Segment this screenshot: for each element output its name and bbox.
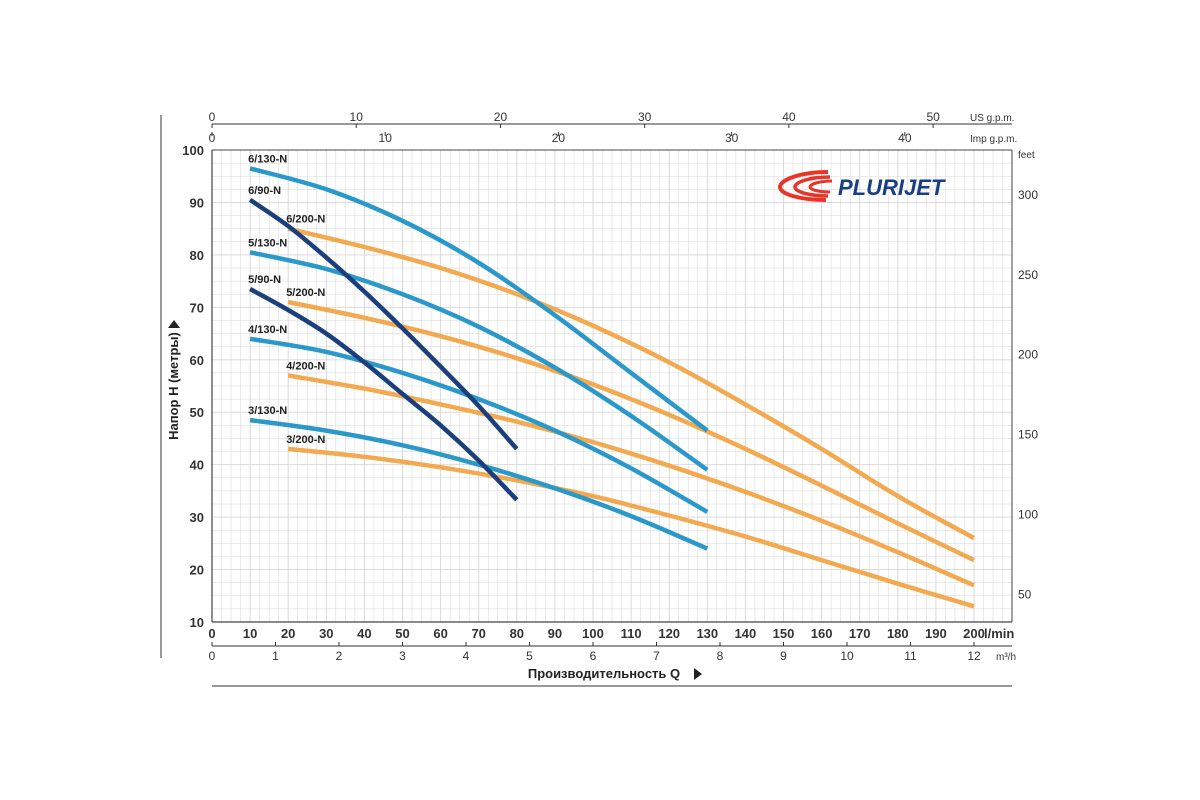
x-unit-label: l/min xyxy=(984,626,1014,641)
y-tick-label: 20 xyxy=(190,563,204,578)
x-tick-label: 180 xyxy=(887,626,909,641)
y-tick-label: 70 xyxy=(190,300,204,315)
x-tick-label: 110 xyxy=(621,626,642,641)
m3h-tick-label: 11 xyxy=(904,649,917,663)
series-line-4-130-n xyxy=(249,336,709,514)
x-axis-label: Производительность Q xyxy=(528,666,680,681)
imp-gpm-tick-label: 0 xyxy=(209,131,216,145)
x-tick-label: 170 xyxy=(849,626,871,641)
x-tick-label: 10 xyxy=(243,626,257,641)
x-tick-label: 120 xyxy=(658,626,680,641)
series-line-5-200-n xyxy=(287,299,975,563)
series-line-3-130-n xyxy=(249,417,709,551)
imp-gpm-unit-label: Imp g.p.m. xyxy=(970,134,1017,145)
m3h-tick-label: 0 xyxy=(209,649,216,663)
series-label: 6/200-N xyxy=(286,214,325,226)
grid xyxy=(211,149,1012,623)
imp-gpm-tick-label: 20 xyxy=(552,131,566,145)
x-tick-label: 70 xyxy=(471,626,485,641)
feet-tick-label: 50 xyxy=(1018,588,1032,602)
x-tick-label: 60 xyxy=(433,626,447,641)
feet-tick-label: 200 xyxy=(1018,348,1038,362)
x-tick-label: 200 xyxy=(963,626,985,641)
swoosh-icon xyxy=(777,170,833,202)
y-tick-label: 60 xyxy=(190,353,204,368)
m3h-tick-label: 7 xyxy=(653,649,660,663)
axes: 0 10 20 30 40 50 60 70 80 90 100 110 120 130 140 150 160… xyxy=(182,110,1038,663)
series-label: 6/130-N xyxy=(248,153,287,165)
series-line-6-200-n xyxy=(287,226,976,541)
m3h-tick-label: 4 xyxy=(463,649,470,663)
series-label: 3/130-N xyxy=(248,405,287,417)
feet-tick-label: 250 xyxy=(1018,268,1038,282)
y-tick-label: 40 xyxy=(190,458,204,473)
m3h-tick-label: 1 xyxy=(272,649,279,663)
plot-frame xyxy=(160,115,1013,687)
y-tick-label: 50 xyxy=(190,405,204,420)
series-label: 5/90-N xyxy=(248,274,281,286)
series-line-3-200-n xyxy=(287,446,975,609)
imp-gpm-tick-label: 30 xyxy=(725,131,739,145)
imp-gpm-tick-label: 40 xyxy=(898,131,912,145)
x-tick-label: 160 xyxy=(811,626,833,641)
m3h-tick-label: 6 xyxy=(590,649,597,663)
feet-unit-label: feet xyxy=(1018,150,1035,161)
x-tick-label: 130 xyxy=(696,626,718,641)
y-axis-arrow-icon xyxy=(168,320,180,328)
x-tick-label: 100 xyxy=(582,626,604,641)
x-tick-label: 0 xyxy=(208,626,215,641)
y-tick-label: 100 xyxy=(182,143,204,158)
m3h-unit-label: m³/h xyxy=(996,652,1016,663)
plurijet-logo: PLURIJET xyxy=(777,170,946,202)
series-labels: 6/130-N 5/130-N 4/130-N 3/130-N 6/90-N 5/90-N… xyxy=(248,153,325,446)
m3h-tick-label: 9 xyxy=(780,649,787,663)
series-curves xyxy=(248,166,976,609)
x-tick-label: 190 xyxy=(925,626,947,641)
series-label: 4/200-N xyxy=(286,361,325,373)
x-tick-label: 50 xyxy=(395,626,409,641)
us-gpm-tick-label: 10 xyxy=(350,110,364,124)
x-tick-label: 140 xyxy=(735,626,757,641)
x-tick-label: 30 xyxy=(319,626,333,641)
y-tick-label: 90 xyxy=(190,195,204,210)
series-line-5-130-n xyxy=(249,250,709,472)
m3h-tick-label: 3 xyxy=(399,649,406,663)
x-tick-label: 150 xyxy=(773,626,795,641)
m3h-tick-label: 5 xyxy=(526,649,533,663)
us-gpm-unit-label: US g.p.m. xyxy=(970,113,1014,124)
logo-text: PLURIJET xyxy=(838,175,946,200)
us-gpm-tick-label: 40 xyxy=(782,110,796,124)
imp-gpm-tick-label: 10 xyxy=(379,131,393,145)
m3h-tick-label: 2 xyxy=(336,649,343,663)
x-tick-label: 40 xyxy=(357,626,371,641)
series-line-5-90-n xyxy=(249,287,519,502)
y-tick-label: 30 xyxy=(190,510,204,525)
us-gpm-tick-label: 30 xyxy=(638,110,652,124)
y-tick-label: 80 xyxy=(190,248,204,263)
series-line-6-90-n xyxy=(248,197,519,451)
y-tick-label: 10 xyxy=(190,615,204,630)
m3h-tick-label: 10 xyxy=(840,649,854,663)
m3h-tick-label: 12 xyxy=(967,649,981,663)
x-tick-label: 20 xyxy=(281,626,295,641)
us-gpm-tick-label: 20 xyxy=(494,110,508,124)
series-label: 5/200-N xyxy=(286,287,325,299)
series-label: 4/130-N xyxy=(248,324,287,336)
series-label: 3/200-N xyxy=(286,434,325,446)
x-tick-label: 90 xyxy=(548,626,562,641)
x-tick-label: 80 xyxy=(510,626,524,641)
series-line-6-130-n xyxy=(249,166,709,433)
feet-tick-label: 150 xyxy=(1018,428,1038,442)
feet-tick-label: 100 xyxy=(1018,508,1038,522)
series-label: 6/90-N xyxy=(248,185,281,197)
feet-tick-label: 300 xyxy=(1018,188,1038,202)
series-label: 5/130-N xyxy=(248,237,287,249)
y-axis-label: Напор H (метры) xyxy=(166,332,181,440)
us-gpm-tick-label: 50 xyxy=(926,110,940,124)
m3h-tick-label: 8 xyxy=(717,649,724,663)
us-gpm-tick-label: 0 xyxy=(209,110,216,124)
x-axis-arrow-icon xyxy=(694,668,702,680)
